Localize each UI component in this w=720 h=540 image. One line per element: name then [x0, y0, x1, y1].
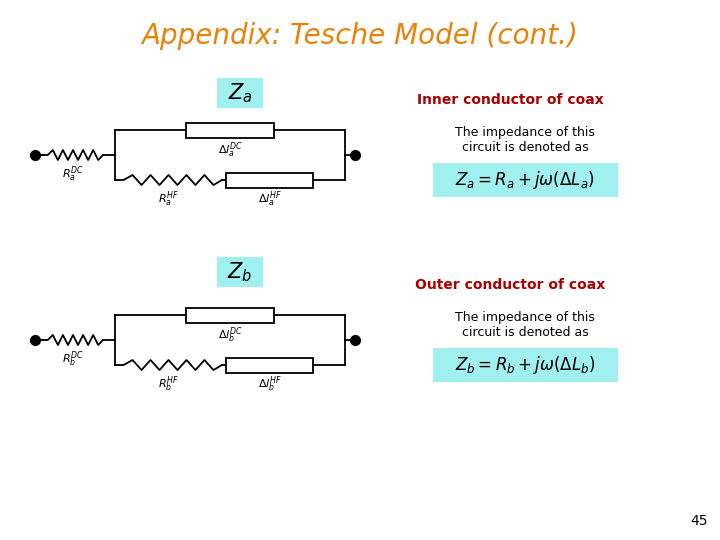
- Bar: [186, 307, 274, 322]
- Text: $Z_a = R_a + j\omega(\Delta L_a)$: $Z_a = R_a + j\omega(\Delta L_a)$: [455, 169, 595, 191]
- Text: $Z_b = R_b + j\omega(\Delta L_b)$: $Z_b = R_b + j\omega(\Delta L_b)$: [455, 354, 595, 376]
- Text: The impedance of this
circuit is denoted as: The impedance of this circuit is denoted…: [455, 311, 595, 339]
- Text: $\Delta l_a^{HF}$: $\Delta l_a^{HF}$: [258, 189, 282, 208]
- Text: $Z_a$: $Z_a$: [228, 81, 253, 105]
- Bar: [433, 163, 618, 197]
- Text: $R_b^{HF}$: $R_b^{HF}$: [158, 374, 179, 394]
- Bar: [433, 348, 618, 382]
- Text: $\Delta l_a^{DC}$: $\Delta l_a^{DC}$: [217, 140, 243, 160]
- Text: Inner conductor of coax: Inner conductor of coax: [417, 93, 603, 107]
- Text: $\Delta l_b^{HF}$: $\Delta l_b^{HF}$: [258, 374, 282, 394]
- Bar: [217, 257, 263, 287]
- Text: $Z_b$: $Z_b$: [228, 260, 253, 284]
- Bar: [217, 78, 263, 108]
- Text: $R_a^{HF}$: $R_a^{HF}$: [158, 189, 179, 208]
- Text: Outer conductor of coax: Outer conductor of coax: [415, 278, 605, 292]
- Bar: [226, 357, 313, 373]
- Bar: [186, 123, 274, 138]
- Text: $R_b^{DC}$: $R_b^{DC}$: [62, 349, 84, 369]
- Text: The impedance of this
circuit is denoted as: The impedance of this circuit is denoted…: [455, 126, 595, 154]
- Text: Appendix: Tesche Model (cont.): Appendix: Tesche Model (cont.): [142, 22, 578, 50]
- Bar: [226, 172, 313, 187]
- Text: $R_a^{DC}$: $R_a^{DC}$: [62, 164, 84, 184]
- Text: $\Delta l_b^{DC}$: $\Delta l_b^{DC}$: [217, 325, 243, 345]
- Text: 45: 45: [690, 514, 708, 528]
